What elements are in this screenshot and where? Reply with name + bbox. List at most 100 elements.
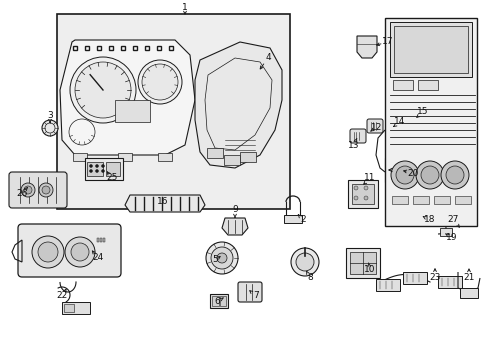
Circle shape [290, 248, 318, 276]
Circle shape [65, 237, 95, 267]
Circle shape [395, 166, 413, 184]
Circle shape [363, 186, 367, 190]
Circle shape [21, 183, 35, 197]
Circle shape [445, 166, 463, 184]
Text: 26: 26 [16, 189, 28, 198]
Circle shape [390, 161, 418, 189]
FancyBboxPatch shape [18, 224, 121, 277]
Bar [212, 296, 219, 306]
Bar [64, 304, 74, 312]
Bar [209, 294, 227, 308]
Bar [412, 196, 428, 204]
Bar [387, 161, 407, 179]
Bar [240, 152, 256, 162]
Bar [384, 158, 410, 182]
Circle shape [71, 243, 89, 261]
Ellipse shape [422, 206, 428, 218]
Text: 15: 15 [416, 108, 428, 117]
FancyBboxPatch shape [9, 172, 67, 208]
Circle shape [70, 57, 136, 123]
Circle shape [415, 161, 443, 189]
Text: 7: 7 [253, 292, 258, 301]
Bar [346, 248, 379, 278]
FancyBboxPatch shape [386, 111, 404, 125]
Polygon shape [356, 36, 376, 58]
Bar [87, 162, 103, 176]
Text: 20: 20 [407, 168, 418, 177]
Bar [351, 184, 373, 204]
Bar [57, 14, 289, 209]
Text: 9: 9 [232, 206, 237, 215]
Text: 14: 14 [393, 117, 405, 126]
Text: 4: 4 [264, 54, 270, 63]
Text: 1: 1 [182, 4, 187, 13]
Polygon shape [195, 42, 282, 168]
Bar [158, 153, 172, 161]
Bar [73, 153, 87, 161]
Bar [417, 80, 437, 90]
Bar [384, 18, 476, 226]
Text: 16: 16 [157, 198, 168, 207]
Text: 22: 22 [56, 292, 67, 301]
Text: 25: 25 [106, 174, 118, 183]
Circle shape [42, 120, 58, 136]
Text: 11: 11 [364, 174, 375, 183]
Text: 6: 6 [214, 297, 220, 306]
Bar [437, 276, 461, 288]
Text: 10: 10 [364, 266, 375, 274]
Circle shape [217, 253, 226, 263]
Text: 12: 12 [370, 122, 382, 131]
Text: 21: 21 [462, 274, 474, 283]
FancyBboxPatch shape [238, 282, 262, 302]
Circle shape [39, 183, 53, 197]
Circle shape [102, 165, 104, 167]
Circle shape [205, 242, 238, 274]
Circle shape [440, 161, 468, 189]
Bar [459, 288, 477, 298]
Polygon shape [125, 195, 204, 212]
Bar [85, 158, 123, 180]
Text: 13: 13 [347, 140, 359, 149]
Bar [391, 196, 407, 204]
Text: 8: 8 [306, 274, 312, 283]
Circle shape [295, 253, 313, 271]
Bar [97, 238, 99, 242]
FancyBboxPatch shape [408, 103, 426, 117]
Circle shape [89, 165, 92, 167]
Text: 17: 17 [382, 37, 393, 46]
Text: 27: 27 [447, 216, 458, 225]
FancyBboxPatch shape [366, 119, 382, 133]
Bar [439, 228, 451, 236]
Circle shape [89, 170, 92, 172]
Bar [106, 162, 120, 176]
Bar [397, 206, 425, 218]
Bar [224, 155, 240, 165]
Bar [393, 26, 467, 73]
Bar [454, 196, 470, 204]
Text: 2: 2 [300, 216, 305, 225]
Polygon shape [60, 40, 195, 155]
Bar [375, 279, 399, 291]
Bar [392, 80, 412, 90]
Circle shape [353, 186, 357, 190]
Text: 3: 3 [47, 111, 53, 120]
Text: 18: 18 [424, 216, 435, 225]
Bar [347, 180, 377, 208]
Circle shape [42, 186, 50, 194]
Bar [389, 22, 471, 77]
Ellipse shape [394, 206, 400, 218]
Bar [103, 238, 105, 242]
Text: 24: 24 [92, 253, 103, 262]
Bar [220, 296, 225, 306]
Circle shape [95, 165, 98, 167]
Circle shape [138, 60, 182, 104]
FancyBboxPatch shape [349, 129, 365, 143]
Bar [118, 153, 132, 161]
Circle shape [353, 196, 357, 200]
Bar [284, 215, 302, 223]
Circle shape [420, 166, 438, 184]
Bar [206, 148, 223, 158]
Bar [349, 252, 375, 274]
Bar [115, 100, 150, 122]
Circle shape [363, 196, 367, 200]
